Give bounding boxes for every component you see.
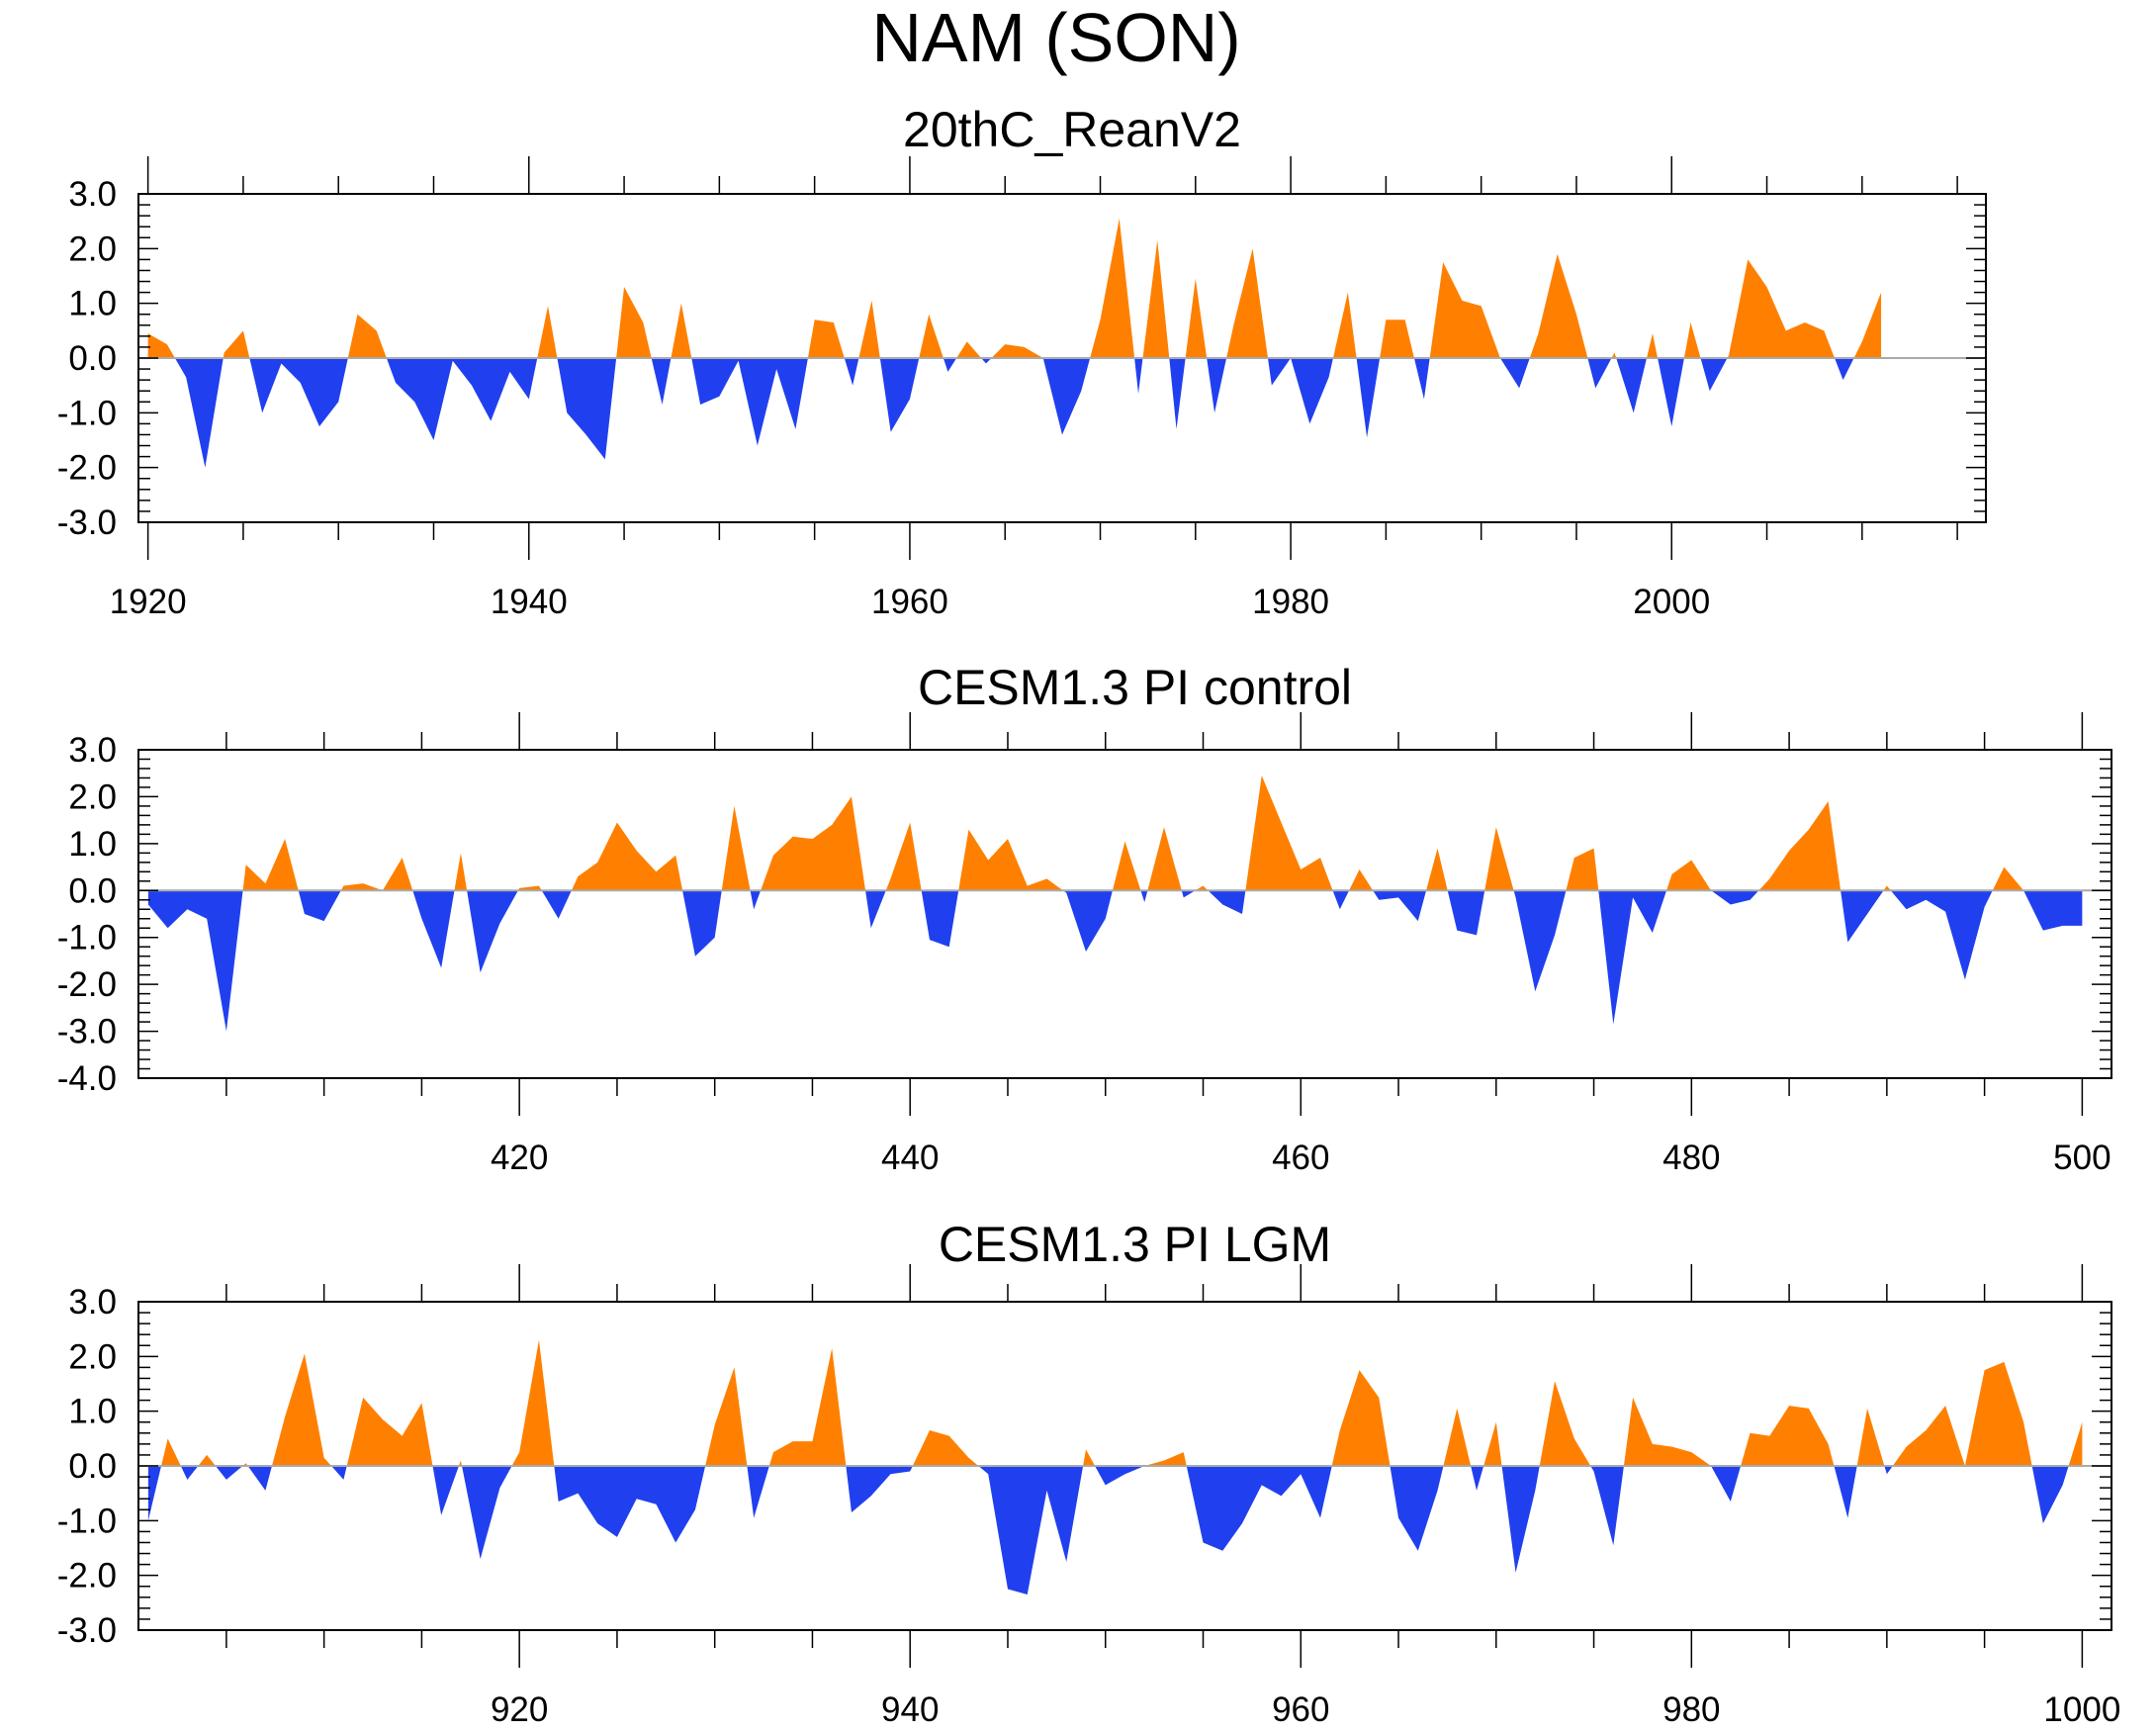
x-tick-label: 2000	[1633, 583, 1710, 621]
y-tick-label: -3.0	[57, 503, 117, 542]
panels: 20thC_ReanV2 -3.0 -2.0 -1.0 0.0 1.0 2.0 3.0 1920…	[57, 102, 2121, 1729]
x-tick-label: 960	[1272, 1690, 1329, 1729]
y-tick-label: -2.0	[57, 1557, 117, 1596]
positive-area	[242, 775, 2024, 891]
panel-1: 20thC_ReanV2 -3.0 -2.0 -1.0 0.0 1.0 2.0 3.0 1920…	[57, 102, 1987, 621]
x-tick-label: 940	[881, 1690, 939, 1729]
y-tick-label: -1.0	[57, 919, 117, 958]
y-tick-label: 1.0	[68, 825, 117, 864]
y-tick-label: 0.0	[68, 339, 117, 378]
y-tick-label: 3.0	[68, 175, 117, 214]
x-tick-label: 920	[491, 1690, 548, 1729]
x-tick-label: 420	[491, 1139, 548, 1177]
y-tick-label: -1.0	[57, 1502, 117, 1540]
negative-area	[147, 1466, 2083, 1596]
x-tick-label: 1000	[2043, 1690, 2120, 1729]
y-tick-label: 2.0	[68, 1337, 117, 1376]
x-tick-label: 480	[1662, 1139, 1720, 1177]
panel-3: CESM1.3 PI LGM -3.0 -2.0 -1.0 0.0 1.0 2.0 3.0 92…	[57, 1217, 2121, 1729]
y-tick-label: 0.0	[68, 871, 117, 910]
y-tick-label: -2.0	[57, 965, 117, 1004]
positive-area	[147, 218, 1882, 358]
x-tick-label: 980	[1662, 1690, 1720, 1729]
x-tick-label: 500	[2053, 1139, 2111, 1177]
y-tick-label: 0.0	[68, 1447, 117, 1486]
y-tick-label: -3.0	[57, 1611, 117, 1650]
x-tick-label: 1960	[871, 583, 948, 621]
x-tick-label: 460	[1272, 1139, 1329, 1177]
y-tick-label: 1.0	[68, 1393, 117, 1431]
panel-2: CESM1.3 PI control -4.0 -3.0 -2.0 -1.0 0.0 1.0…	[57, 660, 2112, 1177]
y-tick-label: -1.0	[57, 394, 117, 432]
panel-title: CESM1.3 PI control	[918, 660, 1352, 715]
y-tick-label: 3.0	[68, 731, 117, 770]
y-tick-label: -2.0	[57, 449, 117, 488]
figure-title: NAM (SON)	[871, 0, 1240, 76]
y-tick-label: -4.0	[57, 1059, 117, 1098]
x-tick-label: 1920	[110, 583, 187, 621]
panel-title: CESM1.3 PI LGM	[939, 1217, 1331, 1272]
y-tick-label: 2.0	[68, 777, 117, 816]
panel-title: 20thC_ReanV2	[903, 102, 1241, 157]
negative-area	[147, 890, 2083, 1032]
y-tick-label: 2.0	[68, 229, 117, 268]
y-tick-label: 3.0	[68, 1283, 117, 1322]
x-tick-label: 1980	[1252, 583, 1329, 621]
positive-area	[147, 1339, 2083, 1466]
plot-frame	[137, 749, 2112, 1079]
negative-area	[147, 358, 1882, 468]
x-tick-label: 440	[881, 1139, 939, 1177]
x-tick-label: 1940	[491, 583, 568, 621]
y-tick-label: -3.0	[57, 1013, 117, 1051]
y-tick-label: 1.0	[68, 285, 117, 323]
